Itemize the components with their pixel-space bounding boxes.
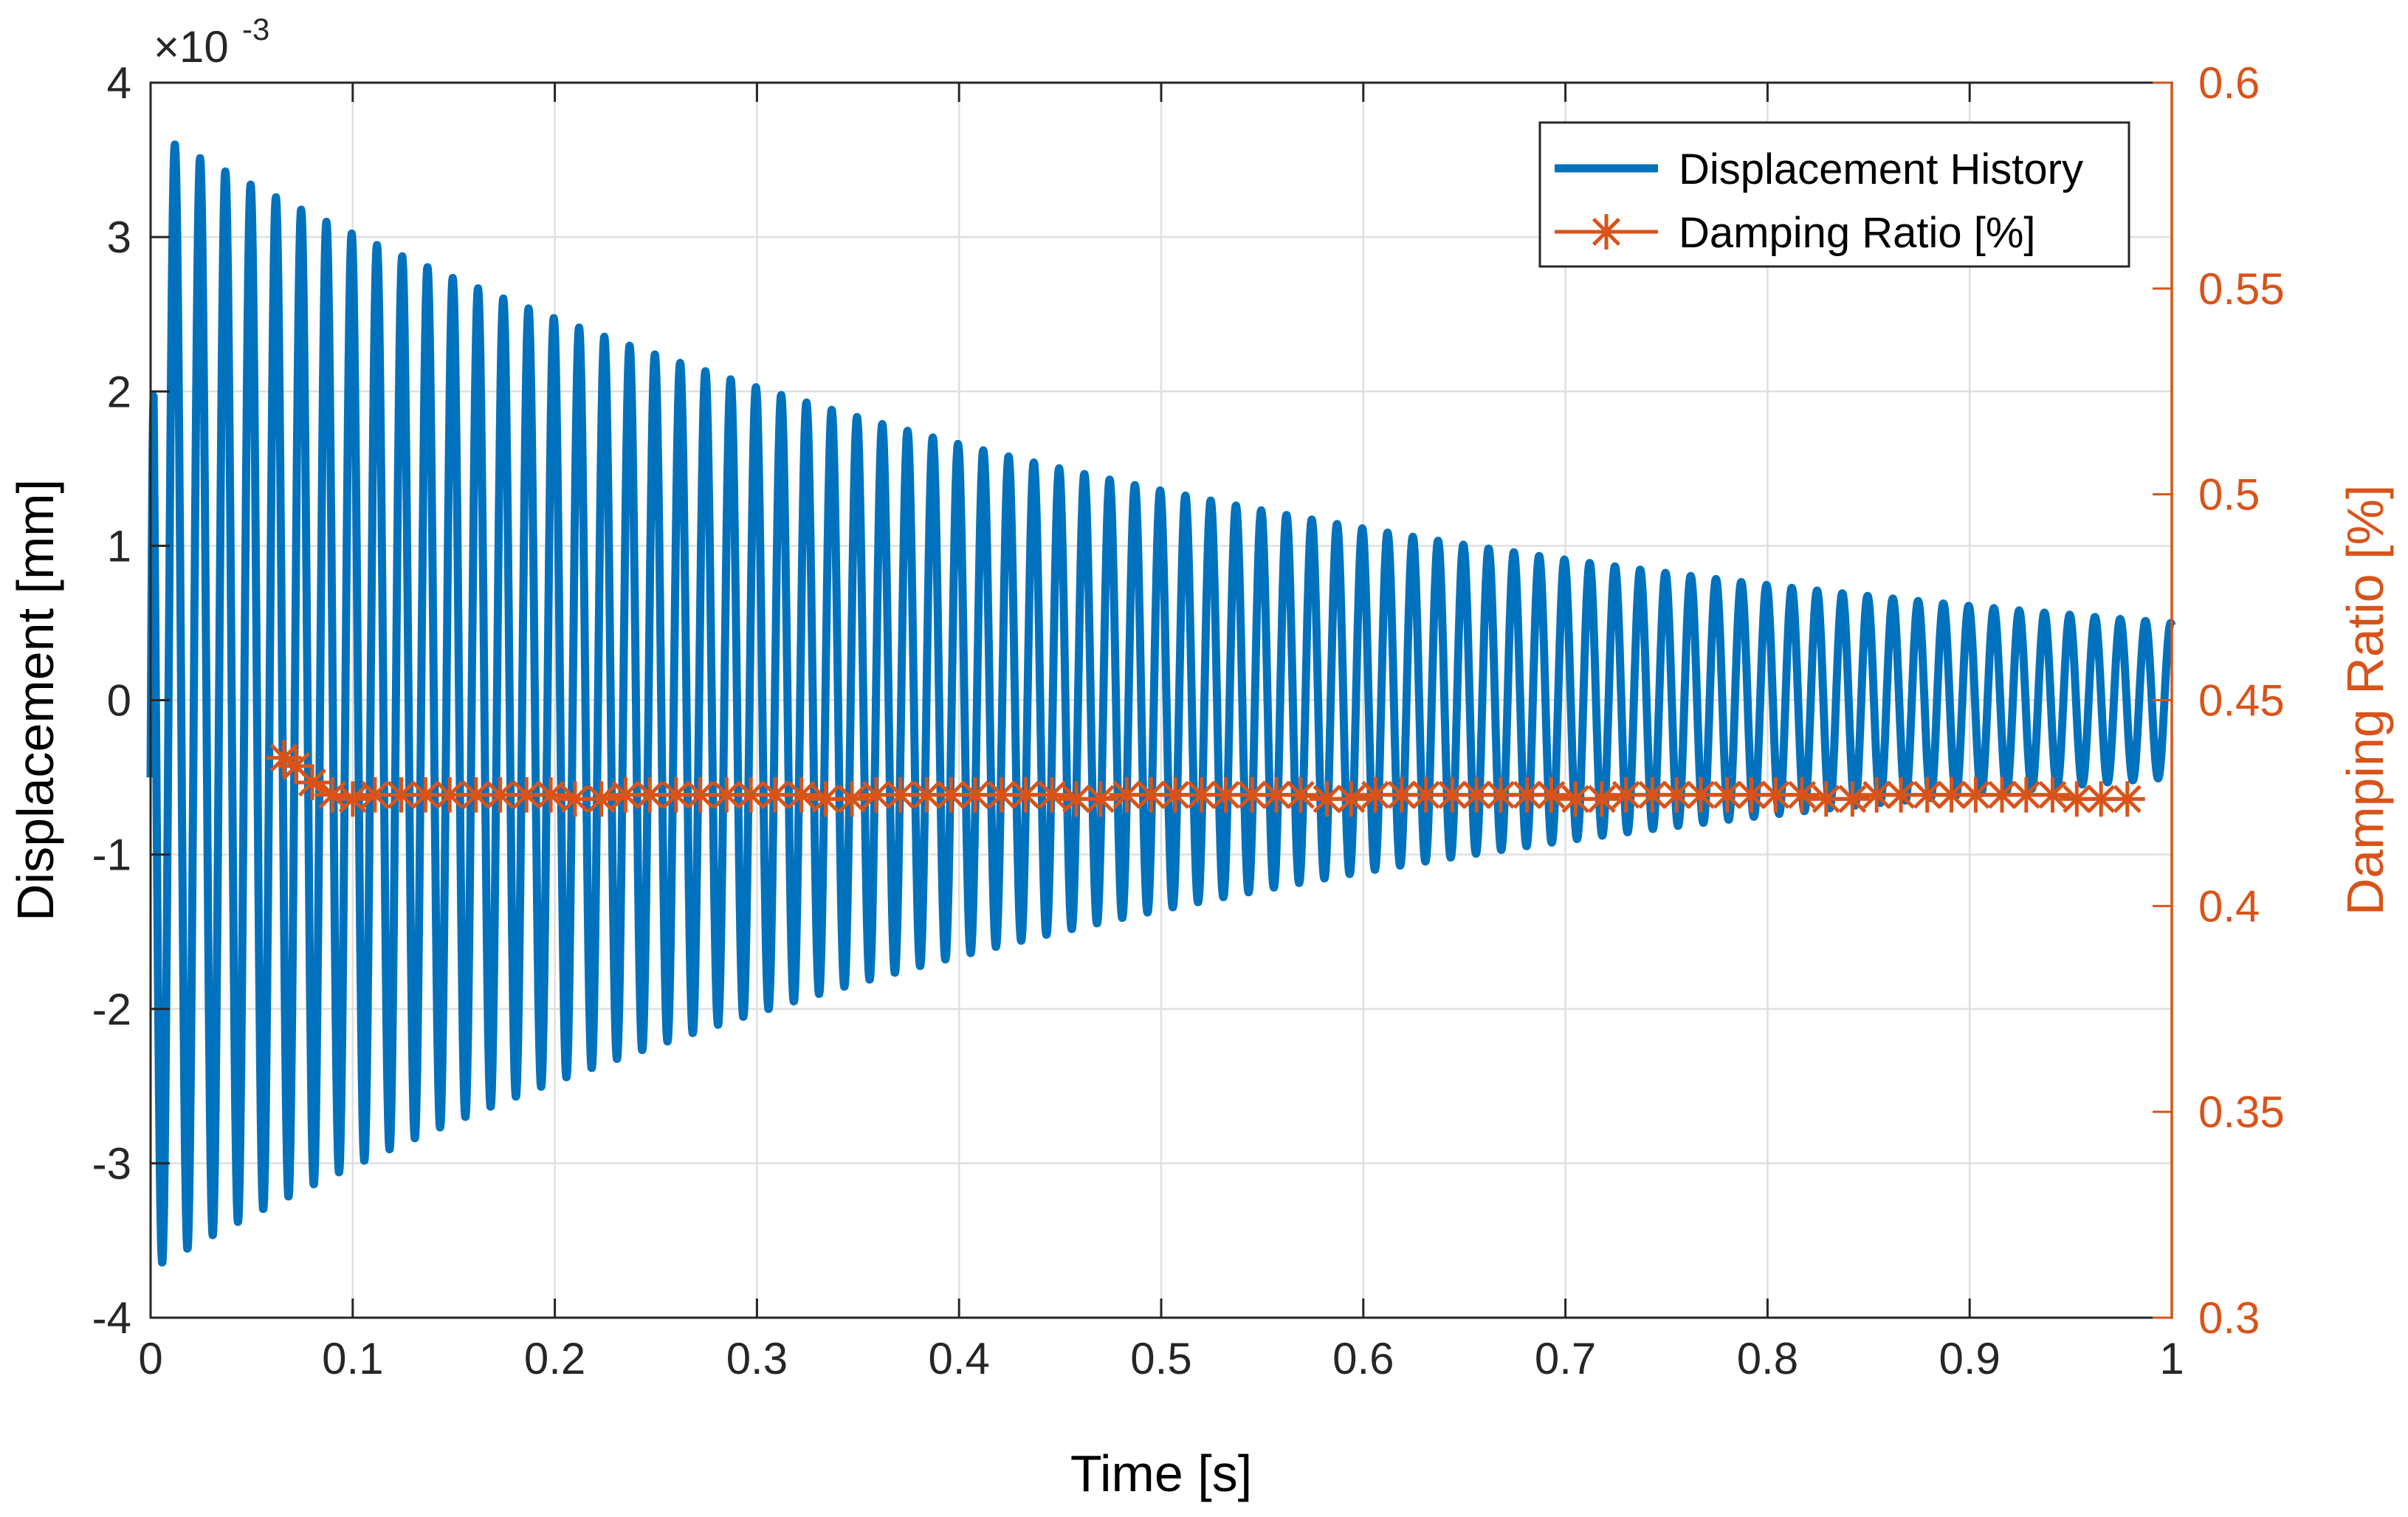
x-tick-label: 0.3 (726, 1334, 788, 1383)
damping-ratio-point (1783, 777, 1820, 813)
damping-ratio-point (1834, 781, 1871, 817)
legend-marker-damping (1589, 214, 1624, 250)
y-right-tick-label: 0.55 (2198, 264, 2285, 314)
damping-ratio-point (1282, 777, 1318, 813)
damping-ratio-point (1333, 781, 1369, 817)
damping-ratio-point (834, 781, 870, 817)
damping-ratio-point (1758, 777, 1794, 813)
x-tick-label: 0.5 (1130, 1334, 1191, 1383)
damping-ratio-point (1259, 777, 1295, 813)
y-left-tick-label: 1 (107, 521, 131, 571)
series-layer (146, 140, 2176, 1267)
y-right-tick-label: 0.3 (2198, 1293, 2260, 1343)
legend: Displacement History Damping Ratio [%] (1538, 121, 2130, 268)
damping-ratio-point (709, 777, 745, 813)
y-left-tick-label: 2 (107, 367, 131, 416)
y-left-tick-label: -1 (92, 830, 131, 880)
y-axis-right-label: Damping Ratio [%] (2336, 485, 2394, 916)
damping-ratio-point (882, 777, 918, 813)
legend-box (1538, 121, 2130, 268)
y-right-tick-label: 0.35 (2198, 1087, 2285, 1137)
x-tick-label: 0.1 (322, 1334, 383, 1383)
x-tick-label: 0 (138, 1334, 162, 1383)
damping-ratio-point (1408, 777, 1444, 813)
damping-ratio-point (1234, 777, 1270, 813)
x-tick-label: 0.6 (1332, 1334, 1394, 1383)
x-tick-label: 0.2 (524, 1334, 585, 1383)
x-tick-label: 0.9 (1939, 1334, 2000, 1383)
damping-ratio-point (1183, 777, 1220, 813)
y-right-tick-label: 0.45 (2198, 676, 2285, 726)
damping-ratio-point (1082, 781, 1118, 817)
damping-ratio-point (2034, 777, 2071, 813)
damping-ratio-point (1034, 777, 1070, 813)
damping-ratio-point (533, 777, 569, 813)
damping-ratio-point (808, 781, 844, 817)
damping-ratio-point (583, 781, 619, 817)
y-left-tick-label: -2 (92, 985, 131, 1034)
damping-ratio-point (295, 765, 331, 801)
y-right-tick-label: 0.6 (2198, 58, 2260, 108)
y-axis-left-label: Displacement [mm] (7, 479, 64, 921)
y-left-tick-label: -4 (92, 1293, 131, 1343)
y-left-tick-label: 3 (107, 213, 131, 262)
series-displacement-line (146, 140, 2176, 1267)
damping-ratio-point (1059, 781, 1095, 817)
legend-label-displacement: Displacement History (1679, 145, 2083, 193)
x-tick-label: 0.7 (1535, 1334, 1596, 1383)
y-right-tick-label: 0.4 (2198, 881, 2260, 931)
legend-label-damping: Damping Ratio [%] (1679, 209, 2036, 257)
axis-ticks: 0 0.1 0.2 0.3 0.4 0.5 0.6 0.7 0.8 0.9 1 -4 -3 -2 -1 0 1 2… (92, 58, 2285, 1383)
x-tick-label: 1 (2159, 1334, 2184, 1383)
y-right-tick-label: 0.5 (2198, 470, 2260, 520)
damping-ratio-point (1558, 781, 1594, 817)
x-tick-label: 0.4 (928, 1334, 989, 1383)
y-left-tick-label: 4 (107, 58, 131, 108)
y-left-tick-label: -3 (92, 1139, 131, 1189)
damping-ratio-point (383, 777, 419, 813)
damping-ratio-point (2008, 777, 2044, 813)
damping-ratio-point (1533, 777, 1569, 813)
damping-ratio-point (2059, 781, 2095, 817)
x-tick-label: 0.8 (1737, 1334, 1798, 1383)
y-left-exponent-power: -3 (242, 12, 269, 47)
y-left-exponent-base: ×10 (154, 22, 229, 72)
legend-asterisk-icon (1589, 214, 1624, 250)
damping-ratio-point (334, 781, 371, 817)
x-axis-label: Time [s] (1070, 1445, 1252, 1502)
damping-ratio-point (1583, 781, 1620, 817)
damping-ratio-point (2109, 781, 2145, 817)
damping-ratio-point (783, 777, 819, 813)
y-left-tick-label: 0 (107, 676, 131, 726)
damping-ratio-point (1109, 777, 1145, 813)
